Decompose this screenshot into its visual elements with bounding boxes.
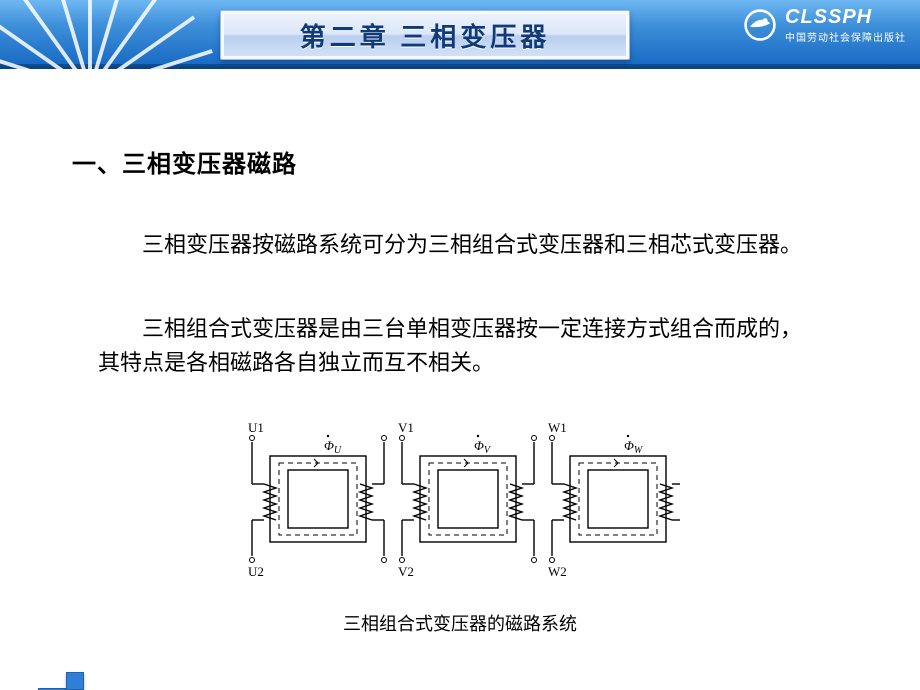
swirl-icon: [743, 8, 777, 42]
section-title: 一、三相变压器磁路: [72, 144, 297, 179]
paragraph-1: 三相变压器按磁路系统可分为三相组合式变压器和三相芯式变压器。: [98, 228, 818, 262]
svg-text:V1: V1: [398, 420, 414, 435]
svg-text:W2: W2: [548, 564, 567, 579]
svg-text:ΦW: ΦW: [624, 438, 644, 456]
slide-root: 第二章 三相变压器 CLSSPH 中国劳动社会保障出版社 一、三相变压器磁路 三…: [0, 0, 920, 690]
diagram-caption: 三相组合式变压器的磁路系统: [0, 610, 920, 636]
logo-text-sub: 中国劳动社会保障出版社: [785, 29, 906, 44]
logo-text-main: CLSSPH: [785, 6, 906, 29]
publisher-logo: CLSSPH 中国劳动社会保障出版社: [743, 6, 906, 44]
chapter-title-plaque: 第二章 三相变压器: [220, 10, 630, 60]
transformer-diagram: U1 U2 ΦU V1 V2 ΦV W1 W2 ΦW: [240, 398, 680, 598]
svg-text:ΦV: ΦV: [474, 438, 492, 456]
svg-text:U1: U1: [248, 420, 264, 435]
svg-text:U2: U2: [248, 564, 264, 579]
svg-text:ΦU: ΦU: [324, 438, 342, 456]
svg-text:W1: W1: [548, 420, 567, 435]
svg-text:V2: V2: [398, 564, 414, 579]
chapter-title: 第二章 三相变压器: [300, 17, 551, 54]
paragraph-2: 三相组合式变压器是由三台单相变压器按一定连接方式组合而成的，其特点是各相磁路各自…: [98, 312, 818, 380]
